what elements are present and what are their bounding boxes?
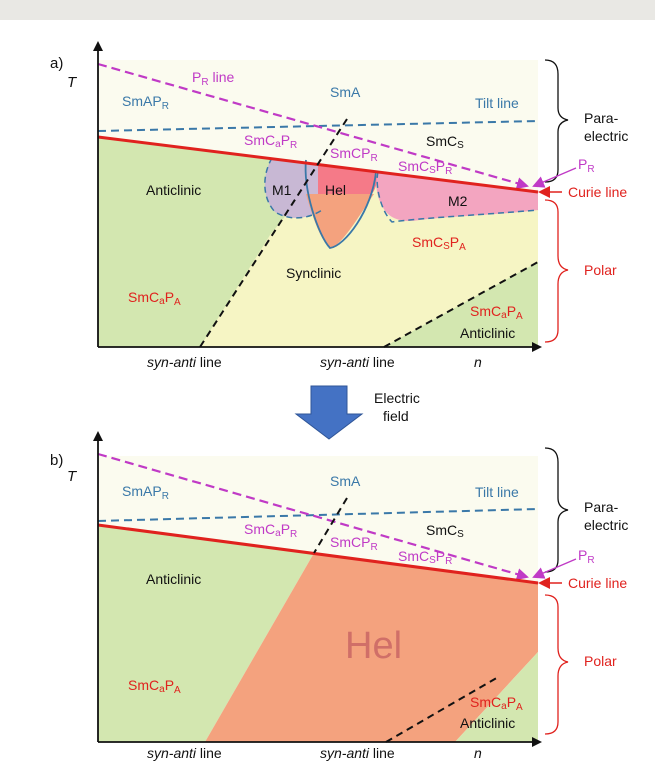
b-smcpr-label: SmCPR [330, 534, 378, 553]
a-polar-label: Polar [584, 262, 617, 278]
b-curie-line-label: Curie line [568, 575, 627, 591]
b-syn-anti-line-2 [385, 675, 501, 743]
panel-b: b) T SmAPR SmA Tilt line SmCS SmCaPR SmC… [50, 431, 628, 761]
a-sma-label: SmA [330, 84, 361, 100]
a-syn-anti-line-1 [199, 118, 348, 348]
b-region-anticlinic-green-right [455, 652, 538, 742]
b-syn-anti-line-1-label: syn-anti line [147, 745, 222, 761]
b-smapr-label: SmAPR [122, 483, 169, 502]
panel-a: a) T PR line SmAPR SmA Tilt line SmCS Sm… [50, 41, 628, 370]
b-hel-label: Hel [345, 625, 402, 667]
b-pr-right-label: PR [578, 547, 595, 566]
b-curie-line [97, 523, 539, 585]
a-region-m1 [264, 158, 322, 218]
a-axis-n: n [474, 354, 482, 370]
a-m2-label: M2 [448, 193, 468, 209]
a-hel-label: Hel [325, 182, 346, 198]
a-smcpr-label: SmCPR [330, 145, 378, 164]
b-sma-label: SmA [330, 473, 361, 489]
b-axis-n: n [474, 745, 482, 761]
a-region-hel-lower [306, 194, 374, 248]
a-pr-right-arrow [532, 167, 577, 188]
b-smcapa2-label: SmCaPA [470, 694, 523, 713]
a-m1-boundary [264, 157, 323, 219]
b-para-electric-label-1: Para- [584, 499, 619, 515]
a-brace-polar [544, 199, 569, 343]
a-panel-label: a) [50, 55, 63, 72]
b-polar-label: Polar [584, 653, 617, 669]
b-region-anticlinic-green [98, 525, 314, 742]
a-tilt-line-label: Tilt line [475, 95, 519, 111]
a-tilt-line [97, 120, 539, 132]
a-anticlinic2-label: Anticlinic [460, 325, 515, 341]
a-smcapr-label: SmCaPR [244, 132, 297, 151]
b-syn-anti-line-1 [313, 497, 348, 554]
a-m1-label: M1 [272, 182, 292, 198]
a-smcapa2-label: SmCaPA [470, 303, 523, 322]
electric-field-label-2: field [383, 408, 409, 424]
b-syn-anti-line-2-label: syn-anti line [320, 745, 395, 761]
b-pr-line [97, 452, 529, 581]
top-bar [0, 0, 655, 20]
a-para-electric-label-1: Para- [584, 110, 619, 126]
b-region-para [98, 456, 538, 583]
a-smcs-label: SmCS [426, 133, 464, 151]
b-smcapr-label: SmCaPR [244, 521, 297, 540]
a-region-m2 [376, 172, 538, 221]
a-syn-anti-line-1-label: syn-anti line [147, 354, 222, 370]
a-synclinic-label: Synclinic [286, 265, 341, 281]
a-smcapa-label: SmCaPA [128, 289, 181, 308]
a-region-anticlinic-green [98, 137, 312, 347]
a-brace-paraelectric [544, 59, 569, 183]
b-region-hel [205, 553, 538, 742]
b-panel-label: b) [50, 452, 63, 469]
electric-field-label-1: Electric [374, 390, 420, 406]
a-syn-anti-line-2 [383, 261, 539, 348]
a-smapr-label: SmAPR [122, 93, 169, 112]
a-syn-anti-line-2-label: syn-anti line [320, 354, 395, 370]
b-anticlinic-label: Anticlinic [146, 571, 201, 587]
b-smcapa-label: SmCaPA [128, 677, 181, 696]
b-tilt-line-label: Tilt line [475, 484, 519, 500]
a-pr-line [97, 62, 529, 190]
a-smcspa-label: SmCSPA [412, 234, 466, 253]
a-m2-boundary [376, 171, 539, 223]
b-brace-polar [544, 594, 569, 735]
a-para-electric-label-2: electric [584, 128, 628, 144]
a-anticlinic-label: Anticlinic [146, 182, 201, 198]
a-pr-line-label: PR line [192, 69, 234, 88]
a-pr-right-label: PR [578, 156, 595, 175]
b-anticlinic2-label: Anticlinic [460, 715, 515, 731]
a-hel-boundary [304, 159, 377, 249]
b-smcspr-label: SmCSPR [398, 548, 452, 567]
a-curie-line-label: Curie line [568, 184, 627, 200]
a-axis-t: T [67, 74, 78, 91]
a-smcspr-label: SmCSPR [398, 158, 452, 177]
b-smcs-label: SmCS [426, 522, 464, 540]
b-brace-paraelectric [544, 447, 569, 573]
electric-field-arrow [294, 385, 364, 440]
b-para-electric-label-2: electric [584, 517, 628, 533]
b-pr-right-arrow [532, 558, 577, 579]
b-tilt-line [97, 508, 539, 522]
b-axis-t: T [67, 468, 78, 485]
a-region-hel-upper [318, 163, 377, 198]
